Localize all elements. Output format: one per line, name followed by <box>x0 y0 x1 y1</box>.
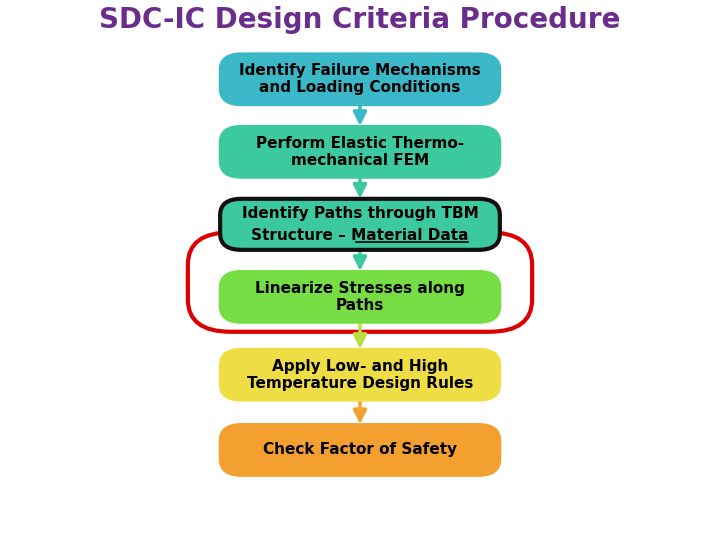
FancyBboxPatch shape <box>220 54 500 105</box>
Text: Identify Paths through TBM: Identify Paths through TBM <box>242 206 478 221</box>
FancyBboxPatch shape <box>220 271 500 322</box>
Text: SDC-IC Design Criteria Procedure: SDC-IC Design Criteria Procedure <box>99 6 621 34</box>
Text: Check Factor of Safety: Check Factor of Safety <box>263 442 457 457</box>
FancyBboxPatch shape <box>220 349 500 400</box>
Text: Linearize Stresses along
Paths: Linearize Stresses along Paths <box>255 281 465 313</box>
Text: Apply Low- and High
Temperature Design Rules: Apply Low- and High Temperature Design R… <box>247 359 473 391</box>
Text: Perform Elastic Thermo-
mechanical FEM: Perform Elastic Thermo- mechanical FEM <box>256 136 464 168</box>
FancyBboxPatch shape <box>220 199 500 250</box>
Text: Structure – Material Data: Structure – Material Data <box>251 227 469 242</box>
FancyBboxPatch shape <box>220 424 500 476</box>
Text: Identify Failure Mechanisms
and Loading Conditions: Identify Failure Mechanisms and Loading … <box>239 63 481 96</box>
FancyBboxPatch shape <box>220 126 500 177</box>
